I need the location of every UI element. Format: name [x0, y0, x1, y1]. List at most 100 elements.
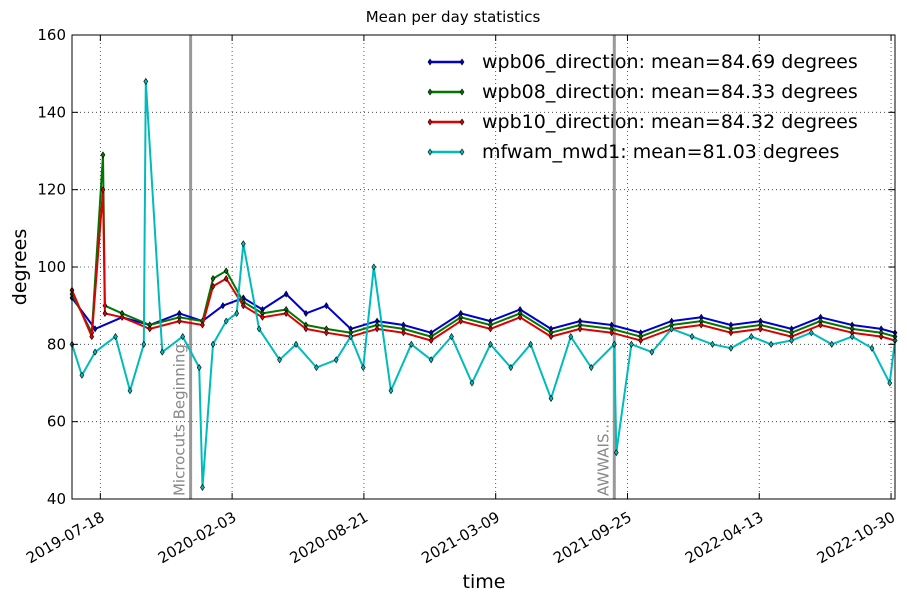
data-point [102, 309, 108, 317]
data-point [113, 333, 118, 341]
y-tick-label: 120 [37, 181, 66, 199]
legend-marker [459, 118, 465, 126]
x-tick-label: 2022-04-13 [682, 508, 767, 567]
data-point [887, 379, 893, 387]
legend-marker [459, 88, 465, 96]
data-point [710, 340, 715, 348]
data-point [768, 340, 774, 348]
data-point [159, 348, 165, 356]
y-tick-label: 100 [37, 258, 66, 276]
x-tick-label: 2019-07-18 [23, 508, 108, 567]
data-point [277, 356, 282, 364]
data-point [127, 387, 133, 395]
legend-entry: wpb06_direction: mean=84.69 degrees [482, 51, 858, 73]
data-point [89, 333, 95, 341]
y-axis-label: degrees [9, 229, 31, 305]
data-point [119, 313, 125, 321]
data-point [177, 317, 182, 325]
x-axis-label: time [463, 571, 506, 593]
data-point [200, 483, 205, 491]
data-point [180, 333, 186, 341]
x-tick-label: 2020-02-03 [155, 508, 240, 567]
data-point [293, 340, 299, 348]
series-lines [69, 77, 898, 491]
series-line [71, 293, 896, 334]
data-point [408, 340, 414, 348]
legend: wpb06_direction: mean=84.69 degrees wpb08… [427, 51, 858, 163]
data-point [758, 325, 763, 333]
data-point [818, 321, 823, 329]
y-tick-label: 60 [47, 413, 66, 431]
legend-marker [427, 88, 433, 96]
vertical-markers: Microcuts Beginning AWWAIS... [171, 35, 616, 499]
data-point [143, 77, 149, 85]
data-point [92, 325, 98, 333]
legend-entry: wpb10_direction: mean=84.32 degrees [482, 111, 858, 133]
y-tick-label: 80 [47, 335, 66, 353]
chart-title: Mean per day statistics [366, 8, 541, 26]
data-point [100, 151, 106, 159]
plot-frame [71, 34, 896, 500]
data-point [611, 340, 617, 348]
data-point [577, 325, 583, 333]
data-point [428, 336, 434, 345]
x-tick-label: 2021-09-25 [550, 508, 635, 567]
data-point [100, 186, 106, 194]
legend-marker [459, 148, 465, 156]
data-point [240, 240, 246, 248]
data-point [689, 333, 695, 341]
data-point [374, 325, 380, 333]
data-point [333, 356, 339, 364]
data-point [240, 302, 246, 310]
data-point [869, 344, 875, 352]
y-tick-label: 40 [47, 490, 66, 508]
data-point [548, 333, 554, 341]
data-point [808, 329, 814, 337]
data-point [196, 363, 202, 372]
x-tick-label: 2022-10-30 [814, 508, 899, 567]
legend-marker [427, 148, 433, 156]
data-point [79, 371, 85, 379]
data-point [508, 363, 514, 372]
data-point [314, 363, 319, 372]
data-point [568, 333, 574, 341]
data-point [588, 363, 594, 372]
data-point [223, 275, 229, 283]
y-axis-ticks: 40 60 80 100 120 140 160 [37, 26, 895, 508]
data-point [609, 329, 615, 337]
data-point [200, 321, 205, 329]
data-point [548, 394, 554, 403]
data-point [829, 340, 835, 348]
data-point [488, 340, 493, 348]
data-point [517, 313, 523, 321]
data-point [849, 333, 855, 341]
data-point [92, 348, 98, 356]
data-point [371, 263, 377, 271]
vertical-marker-label: Microcuts Beginning [171, 344, 189, 496]
data-point [141, 340, 147, 348]
legend-entry: wpb08_direction: mean=84.33 degrees [482, 81, 858, 103]
data-point [220, 302, 226, 310]
data-point [428, 356, 434, 364]
data-point [234, 309, 240, 317]
data-point [360, 363, 366, 372]
data-point [698, 321, 704, 329]
data-point [348, 333, 354, 341]
legend-marker [427, 58, 433, 66]
y-tick-label: 140 [37, 103, 66, 121]
data-point [283, 290, 289, 298]
data-point [728, 344, 734, 352]
data-point [210, 275, 216, 283]
legend-marker [427, 118, 433, 126]
data-point [283, 309, 289, 317]
legend-marker [459, 58, 465, 66]
legend-entry: mfwam_mwd1: mean=81.03 degrees [482, 141, 839, 163]
data-point [789, 336, 794, 345]
data-point [728, 329, 734, 337]
x-tick-label: 2021-03-09 [418, 508, 503, 567]
data-point [323, 329, 329, 337]
data-point [469, 379, 475, 387]
data-point [303, 325, 309, 333]
data-point [323, 302, 329, 310]
grid [72, 34, 895, 500]
